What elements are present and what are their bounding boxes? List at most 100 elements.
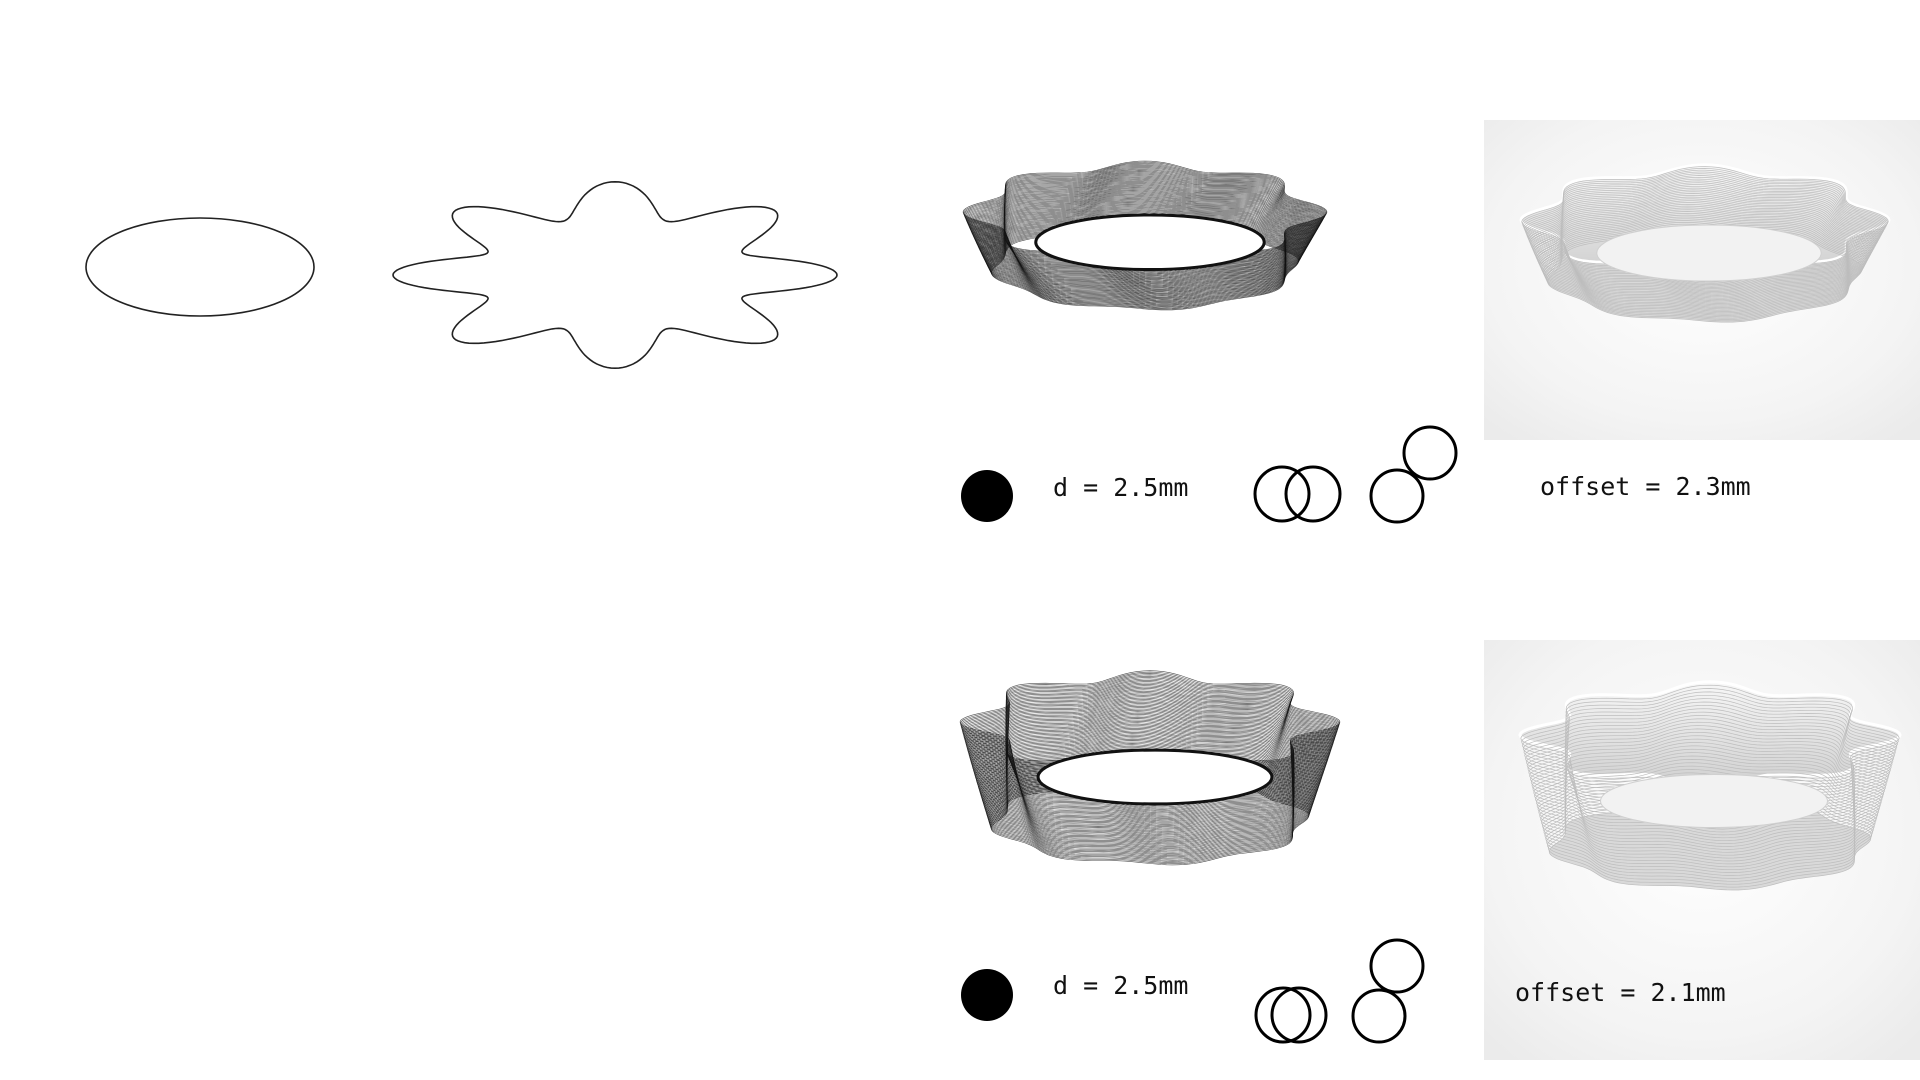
rendered-ring-bottom-layer: [1538, 759, 1882, 856]
rendered-ring-bottom-layer: [1537, 755, 1883, 853]
rendered-ring-top-layer: [1540, 212, 1870, 312]
wireframe-layer: [972, 718, 1328, 815]
wireframe-layer: [974, 722, 1326, 818]
rendered-ring-top-layer: [1544, 220, 1866, 318]
wireframe-layer: [974, 723, 1326, 819]
wireframe-layer: [976, 728, 1324, 823]
wireframe-layer: [979, 741, 1321, 835]
wireframe-layer: [974, 187, 1316, 284]
rendered-ring-top-layer: [1544, 222, 1866, 319]
rendered-ring-top-layer: [1537, 203, 1873, 306]
wireframe-layer: [977, 193, 1313, 289]
wireframe-layer: [975, 190, 1315, 286]
rendered-ring-top-layer: [1530, 189, 1880, 295]
rendered-ring-top-layer: [1529, 185, 1881, 292]
wireframe-layer: [981, 202, 1309, 295]
wireframe-layer: [977, 732, 1323, 826]
wireframe-layer: [972, 182, 1318, 280]
rendered-ring-top-layer: [1533, 194, 1877, 299]
wireframe-layer: [980, 744, 1320, 837]
wireframe-layer: [975, 726, 1325, 822]
offset-circles-icon: [1351, 938, 1425, 1044]
wireframe-layer: [983, 206, 1307, 298]
wireframe-layer: [985, 212, 1305, 302]
wireframe-layer: [972, 716, 1328, 814]
wireframe-layer: [971, 180, 1319, 279]
wireframe-layer: [979, 740, 1321, 833]
wireframe-layer: [975, 189, 1315, 285]
rendered-ring-top-layer: [1532, 193, 1878, 298]
rendered-ring-bottom-layer: [1532, 735, 1888, 836]
overlapping-circles-icon: [1254, 986, 1328, 1044]
legend-row-1: d = 2.5mm offset = 2.3mm: [961, 425, 1751, 524]
rendered-ring-top-layer: [1535, 200, 1875, 303]
wireframe-layer: [980, 201, 1310, 294]
rendered-ring-top-layer: [1534, 198, 1876, 302]
wireframe-layer: [986, 213, 1304, 303]
rendered-ring-top-layer: [1538, 207, 1872, 308]
rendered-ring-top-layer: [1531, 191, 1879, 296]
wireframe-ring-bottom: [959, 670, 1341, 866]
rendered-ring-top-layer: [1536, 202, 1874, 304]
rendered-ring-bottom-layer: [1541, 772, 1879, 868]
wireframe-layer: [984, 209, 1306, 301]
rendered-ring-top-layer: [1533, 196, 1877, 300]
wireframe-layer: [974, 188, 1316, 285]
ring-opening: [1034, 213, 1266, 272]
star-curve-icon: [392, 180, 838, 370]
wireframe-layer: [973, 185, 1317, 282]
filled-dot-icon: [961, 969, 1013, 1021]
rendered-ring-top-layer: [1541, 214, 1869, 314]
rendered-ring-bottom-layer: [1540, 765, 1880, 862]
wireframe-layer: [985, 210, 1305, 301]
rendered-ring-top-layer: [1537, 205, 1873, 307]
rendered-ring-bottom-layer: [1533, 738, 1887, 839]
wireframe-layer: [977, 194, 1313, 289]
wireframe-ring-top: [962, 160, 1328, 311]
diameter-label-1: d = 2.5mm: [1053, 473, 1188, 502]
wireframe-layer: [982, 204, 1308, 297]
legend-row-2: d = 2.5mm offset = 2.1mm: [961, 938, 1726, 1044]
render-panel-top: [1484, 120, 1920, 440]
wireframe-layer: [978, 737, 1322, 831]
offset-label-2: offset = 2.1mm: [1515, 978, 1726, 1007]
wireframe-layer: [971, 179, 1319, 278]
rendered-ring-top-opening: [1596, 224, 1822, 282]
wireframe-layer: [976, 192, 1314, 288]
overlapping-circles-icon: [1253, 465, 1342, 523]
wireframe-layer: [973, 186, 1317, 283]
wireframe-layer: [980, 742, 1320, 836]
rendered-ring-bottom-layer: [1520, 684, 1900, 792]
wireframe-layer: [977, 734, 1323, 829]
wireframe-layer: [973, 719, 1327, 816]
rendered-ring-top-layer: [1539, 209, 1871, 310]
rendered-ring-bottom-layer: [1536, 752, 1884, 850]
wireframe-layer: [976, 729, 1324, 824]
wireframe-layer: [978, 195, 1312, 290]
diameter-label-2: d = 2.5mm: [1053, 971, 1188, 1000]
rendered-ring-top-layer: [1528, 184, 1882, 291]
wireframe-layer: [981, 747, 1319, 839]
rendered-ring-top-layer: [1542, 216, 1868, 315]
offset-circles-icon: [1369, 425, 1458, 524]
rendered-ring-top-layer: [1540, 211, 1870, 311]
wireframe-layer: [972, 184, 1318, 281]
filled-dot-icon: [961, 470, 1013, 522]
offset-label-1: offset = 2.3mm: [1540, 472, 1751, 501]
rendered-ring-bottom-layer: [1521, 688, 1899, 795]
wireframe-layer: [981, 203, 1309, 296]
wireframe-layer: [983, 207, 1307, 299]
wireframe-layer: [976, 730, 1324, 825]
wireframe-layer: [975, 725, 1325, 821]
wireframe-layer: [981, 745, 1319, 838]
wireframe-layer: [979, 197, 1311, 292]
wireframe-layer: [978, 197, 1312, 291]
rendered-ring-bottom-opening: [1599, 774, 1829, 828]
wireframe-layer: [978, 738, 1322, 832]
rendered-ring-bottom-layer: [1535, 745, 1885, 844]
rendered-ring-bottom-layer: [1541, 769, 1879, 865]
wireframe-layer: [979, 199, 1311, 292]
rendered-ring-top-layer: [1543, 218, 1867, 316]
ring-opening: [1036, 748, 1274, 806]
